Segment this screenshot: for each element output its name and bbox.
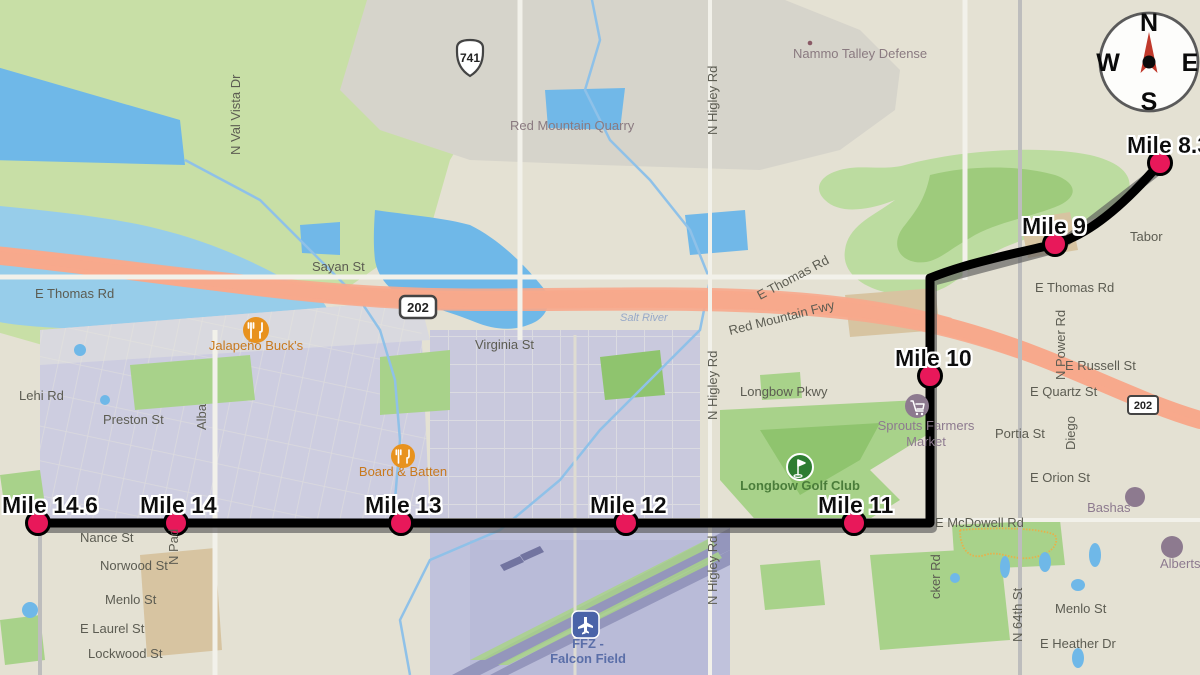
- svg-text:Mile 10: Mile 10: [895, 345, 972, 371]
- svg-text:E Orion St: E Orion St: [1030, 470, 1090, 485]
- svg-text:Red Mountain Quarry: Red Mountain Quarry: [510, 118, 635, 133]
- svg-text:N: N: [1140, 9, 1158, 37]
- svg-text:E Thomas Rd: E Thomas Rd: [1035, 280, 1114, 295]
- svg-text:Menlo St: Menlo St: [105, 592, 157, 607]
- svg-text:Falcon Field: Falcon Field: [550, 651, 626, 666]
- svg-text:Mile 8.3: Mile 8.3: [1127, 132, 1200, 158]
- svg-text:Lehi Rd: Lehi Rd: [19, 388, 64, 403]
- svg-text:Norwood St: Norwood St: [100, 558, 168, 573]
- svg-text:E Laurel St: E Laurel St: [80, 621, 145, 636]
- svg-text:202: 202: [407, 300, 429, 315]
- svg-text:Preston St: Preston St: [103, 412, 164, 427]
- svg-text:N Val Vista Dr: N Val Vista Dr: [228, 74, 243, 155]
- svg-text:202: 202: [1134, 400, 1152, 412]
- svg-text:Portia St: Portia St: [995, 426, 1045, 441]
- svg-text:Virginia St: Virginia St: [475, 337, 534, 352]
- svg-text:741: 741: [460, 51, 480, 65]
- svg-text:Salt River: Salt River: [620, 312, 669, 324]
- svg-text:Mile 14: Mile 14: [140, 492, 217, 518]
- svg-text:Mile 13: Mile 13: [365, 492, 442, 518]
- svg-text:W: W: [1096, 49, 1120, 77]
- svg-text:Menlo St: Menlo St: [1055, 601, 1107, 616]
- svg-text:Diego: Diego: [1063, 416, 1078, 450]
- svg-text:Sayan St: Sayan St: [312, 259, 365, 274]
- svg-text:Longbow Pkwy: Longbow Pkwy: [740, 384, 828, 399]
- svg-text:N Pad: N Pad: [166, 529, 181, 565]
- svg-text:E: E: [1182, 49, 1199, 77]
- svg-text:E Quartz St: E Quartz St: [1030, 384, 1098, 399]
- svg-text:N 64th St: N 64th St: [1010, 587, 1025, 642]
- svg-text:Mile 14.6: Mile 14.6: [2, 492, 98, 518]
- svg-text:E Heather Dr: E Heather Dr: [1040, 636, 1117, 651]
- svg-text:Mile 12: Mile 12: [590, 492, 667, 518]
- svg-text:E Thomas Rd: E Thomas Rd: [35, 286, 114, 301]
- svg-text:Alba: Alba: [194, 403, 209, 430]
- svg-text:N Higley Rd: N Higley Rd: [705, 351, 720, 420]
- svg-text:Mile 11: Mile 11: [818, 492, 894, 518]
- svg-text:Nance St: Nance St: [80, 530, 134, 545]
- svg-text:Sprouts Farmers: Sprouts Farmers: [878, 418, 975, 433]
- svg-text:N Higley Rd: N Higley Rd: [705, 536, 720, 605]
- svg-text:Albertsons: Albertsons: [1160, 556, 1200, 571]
- svg-text:Lockwood St: Lockwood St: [88, 646, 163, 661]
- svg-text:N Higley Rd: N Higley Rd: [705, 66, 720, 135]
- svg-text:Nammo Talley Defense: Nammo Talley Defense: [793, 46, 927, 61]
- svg-text:Mile 9: Mile 9: [1022, 213, 1086, 239]
- svg-text:E McDowell Rd: E McDowell Rd: [935, 515, 1024, 530]
- svg-text:cker Rd: cker Rd: [928, 554, 943, 599]
- svg-text:Market: Market: [906, 434, 946, 449]
- svg-text:N Power Rd: N Power Rd: [1053, 310, 1068, 380]
- svg-text:S: S: [1141, 88, 1158, 116]
- svg-text:Bashas': Bashas': [1087, 500, 1133, 515]
- svg-text:E Russell St: E Russell St: [1065, 358, 1136, 373]
- svg-text:Tabor: Tabor: [1130, 229, 1163, 244]
